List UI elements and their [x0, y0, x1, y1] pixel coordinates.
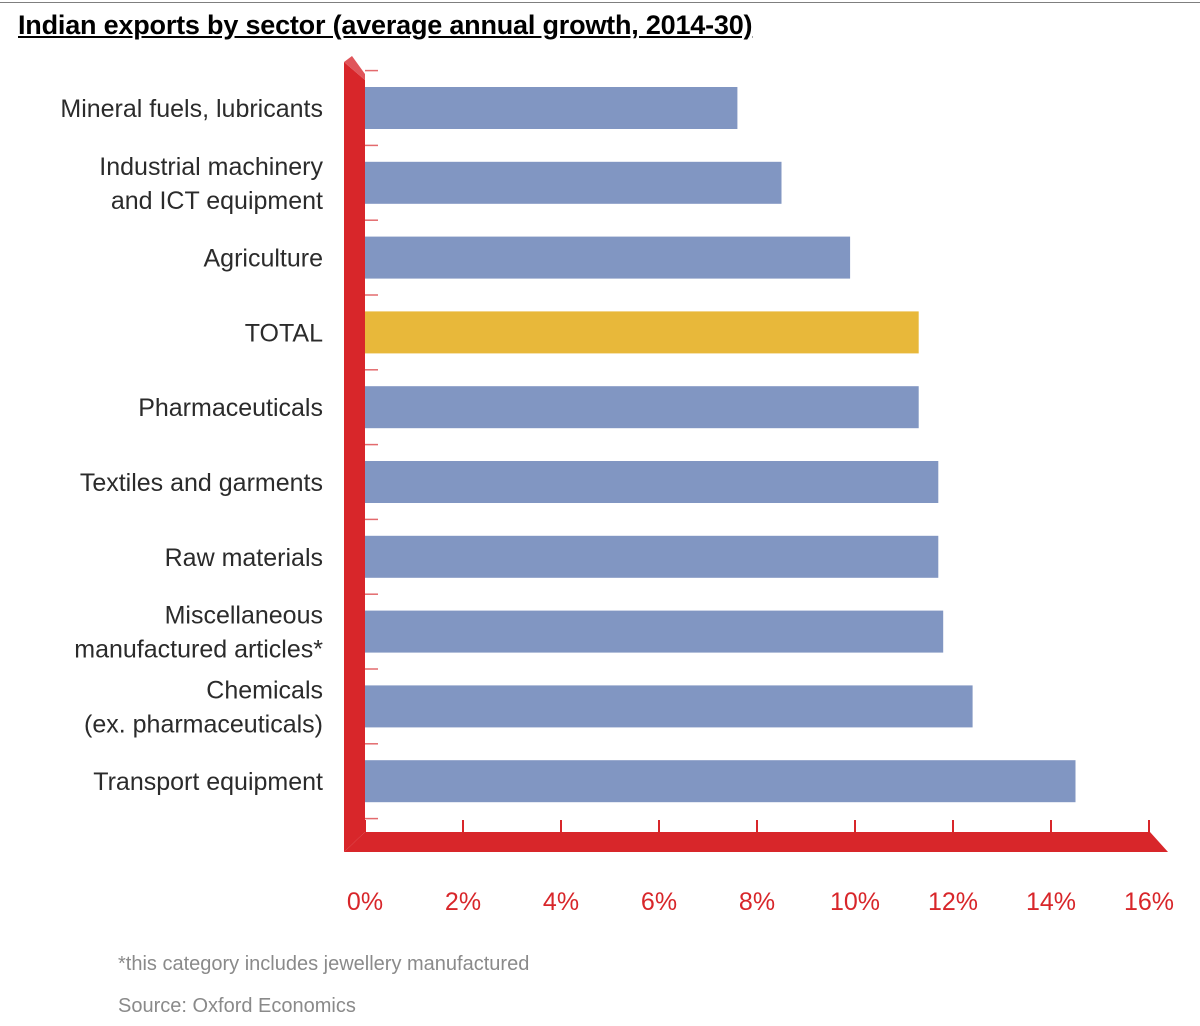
chart-title: Indian exports by sector (average annual…: [18, 10, 753, 40]
bar: [365, 386, 919, 429]
x-tick-label: 4%: [543, 888, 579, 916]
bar: [365, 610, 944, 653]
category-label: manufactured articles*: [74, 636, 323, 664]
category-label: Textiles and garments: [80, 469, 323, 497]
top-rule: [0, 2, 1200, 3]
bar: [365, 236, 851, 279]
y-axis-bar-top: [344, 56, 365, 80]
bar: [365, 535, 939, 578]
category-label: Raw materials: [165, 544, 323, 572]
x-axis-bar: [344, 832, 1168, 852]
x-tick-label: 12%: [928, 888, 978, 916]
x-tick-label: 0%: [347, 888, 383, 916]
x-tick-label: 14%: [1026, 888, 1076, 916]
category-label: Miscellaneous: [165, 602, 323, 630]
x-tick-label: 2%: [445, 888, 481, 916]
x-tick-label: 10%: [830, 888, 880, 916]
bar-total: [365, 311, 919, 354]
bar: [365, 87, 738, 129]
bar: [365, 461, 939, 503]
category-label: Transport equipment: [93, 768, 323, 796]
x-tick-label: 8%: [739, 888, 775, 916]
bar: [365, 760, 1076, 803]
x-tick-label: 16%: [1124, 888, 1174, 916]
category-label: (ex. pharmaceuticals): [84, 710, 323, 738]
category-label: Agriculture: [204, 245, 324, 273]
y-axis-bar: [344, 62, 365, 852]
category-label: Pharmaceuticals: [138, 394, 323, 422]
category-label: Industrial machinery: [99, 153, 323, 181]
x-tick-label: 6%: [641, 888, 677, 916]
footnote-source: Source: Oxford Economics: [118, 995, 356, 1017]
bar: [365, 685, 973, 728]
footnote-note: *this category includes jewellery manufa…: [118, 953, 530, 975]
category-label: and ICT equipment: [111, 187, 323, 215]
bar: [365, 161, 782, 204]
category-label: Mineral fuels, lubricants: [60, 95, 323, 123]
category-label: TOTAL: [245, 319, 323, 347]
category-label: Chemicals: [206, 676, 323, 704]
